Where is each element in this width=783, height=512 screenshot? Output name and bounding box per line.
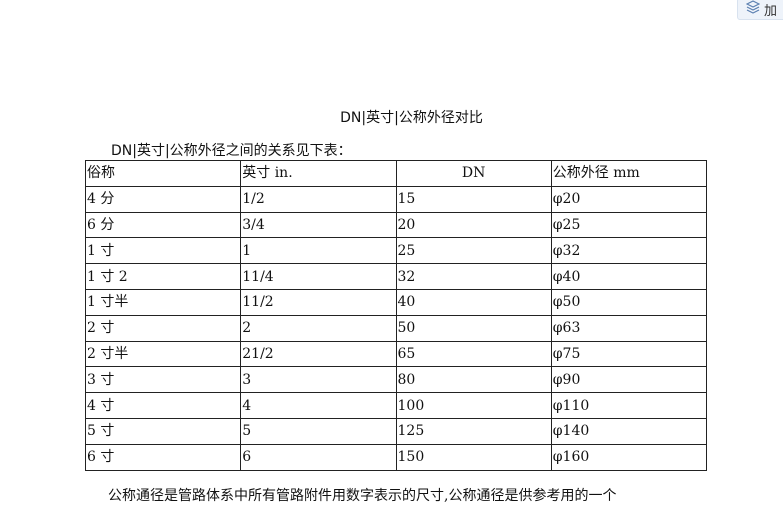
table-cell: 1 寸 [84,237,242,265]
table-cell: 4 寸 [84,392,242,419]
body-paragraph: 公称通径是管路体系中所有管路附件用数字表示的尺寸,公称通径是供参考用的一个 [108,488,617,504]
table-cell: 125 [395,417,552,445]
table-cell: φ25 [550,211,708,239]
table-cell: 150 [395,443,552,471]
layers-icon [745,0,761,18]
table-cell: 65 [395,340,552,368]
table-row: 1 寸半 11/2 40 φ50 [84,288,708,316]
table-header-row: 俗称 英寸 in. DN 公称外径 mm [84,160,708,187]
table-cell: 1 寸半 [84,288,242,316]
table-cell: φ140 [550,417,708,445]
table-cell: φ32 [550,237,708,265]
table-row: 6 寸 6 150 φ160 [84,443,708,471]
table-cell: φ160 [550,443,708,471]
table-cell: 3 [240,366,397,394]
header-cell: DN [395,160,552,187]
table-row: 2 寸半 21/2 65 φ75 [84,340,708,368]
table-cell: 5 [240,417,397,445]
table-row: 5 寸 5 125 φ140 [84,417,708,445]
table-cell: 3 寸 [84,366,242,394]
table-row: 2 寸 2 50 φ63 [84,314,708,342]
table-cell: 32 [395,263,552,290]
table-cell: φ50 [550,288,708,316]
header-cell: 俗称 [84,160,242,187]
table-cell: 5 寸 [84,417,242,445]
header-cell: 英寸 in. [240,160,397,187]
table-cell: 50 [395,314,552,342]
table-cell: 80 [395,366,552,394]
table-cell: φ90 [550,366,708,394]
table-cell: 1/2 [240,185,397,213]
table-cell: 20 [395,211,552,239]
table-cell: 1 [240,237,397,265]
table-cell: 100 [395,392,552,419]
header-cell: 公称外径 mm [550,160,708,187]
table-cell: 1 寸 2 [84,263,242,290]
table-cell: 4 [240,392,397,419]
table-cell: 6 寸 [84,443,242,471]
table-cell: 15 [395,185,552,213]
table-row: 6 分 3/4 20 φ25 [84,211,708,239]
table-cell: 2 寸半 [84,340,242,368]
table-cell: 11/2 [240,288,397,316]
table-row: 4 寸 4 100 φ110 [84,392,708,419]
table-cell: φ40 [550,263,708,290]
table-cell: φ75 [550,340,708,368]
table-cell: 6 分 [84,211,242,239]
table-cell: φ63 [550,314,708,342]
table-row: 4 分 1/2 15 φ20 [84,185,708,213]
table-row: 1 寸 1 25 φ32 [84,237,708,265]
table-cell: φ20 [550,185,708,213]
table-cell: φ110 [550,392,708,419]
table-cell: 21/2 [240,340,397,368]
table-row: 3 寸 3 80 φ90 [84,366,708,394]
table-cell: 40 [395,288,552,316]
table-cell: 3/4 [240,211,397,239]
table-cell: 2 寸 [84,314,242,342]
intro-text: DN|英寸|公称外径之间的关系见下表： [111,143,352,159]
document-title: DN|英寸|公称外径对比 [340,110,483,126]
table-cell: 11/4 [240,263,397,290]
add-button[interactable]: 加 [737,0,783,20]
table-cell: 6 [240,443,397,471]
table-cell: 25 [395,237,552,265]
table-row: 1 寸 2 11/4 32 φ40 [84,263,708,290]
add-button-label: 加 [764,3,778,19]
table-cell: 4 分 [84,185,242,213]
table-cell: 2 [240,314,397,342]
size-comparison-table: 俗称 英寸 in. DN 公称外径 mm 4 分 1/2 15 φ20 6 分 3/4 20… [84,160,708,471]
